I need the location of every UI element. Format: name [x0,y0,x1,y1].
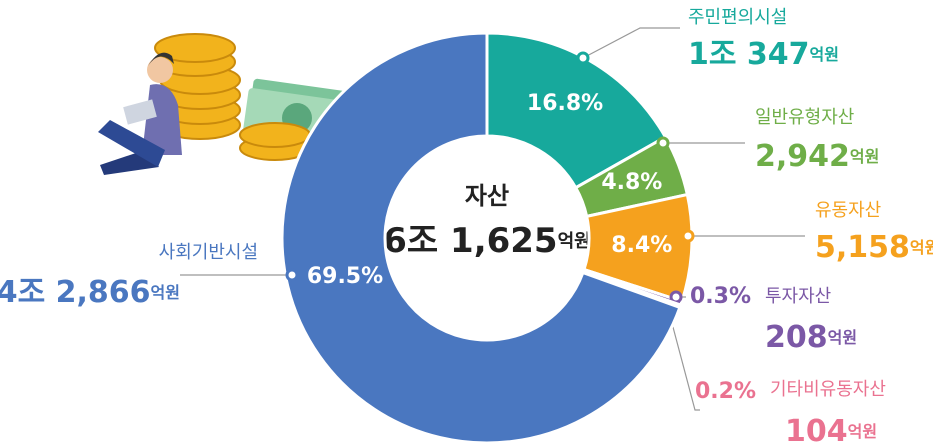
amount-label: 5,158억원 [815,230,933,265]
amount-label: 4조 2,866억원 [0,275,180,310]
leader-line [668,311,700,411]
amount-unit: 억원 [850,147,879,166]
category-label: 주민편의시설 [688,7,787,28]
center-amount: 6조 1,625 [383,221,557,261]
illustration [98,33,358,175]
leader-dot [656,136,670,150]
amount-label: 104억원 [785,414,877,445]
leader-dot [576,51,590,65]
category-label: 기타비유동자산 [770,379,886,400]
amount-value: 208 [765,320,828,355]
leader-dot [669,290,683,304]
amount-unit: 억원 [828,328,857,347]
value-label: 4.8% [601,170,662,195]
amount-value: 2,942 [755,139,850,174]
pie-segment [485,31,668,190]
category-label: 유동자산 [815,200,881,221]
category-label: 일반유형자산 [755,107,854,128]
leader-line [582,27,680,59]
amount-value: 104 [785,414,848,445]
pie-segment [280,31,682,445]
leader-dot [681,229,695,243]
amount-label: 1조 347억원 [688,37,839,72]
category-label: 투자자산 [765,286,831,307]
value-label: 69.5% [307,264,383,289]
amount-value: 4조 2,866 [0,275,151,310]
center-unit: 억원 [558,231,591,252]
value-label: 0.2% [695,379,756,404]
category-label: 사회기반시설 [159,242,258,263]
center-total: 6조 1,625억원 [383,221,590,261]
value-label: 8.4% [611,233,672,258]
amount-label: 208억원 [765,320,857,355]
leader-dot [285,268,299,282]
amount-label: 2,942억원 [755,139,879,174]
amount-value: 5,158 [815,230,910,265]
amount-unit: 억원 [910,238,933,257]
amount-unit: 억원 [848,422,877,441]
value-label: 0.3% [690,284,751,309]
amount-value: 1조 347 [688,37,810,72]
amount-unit: 억원 [810,45,839,64]
value-label: 16.8% [527,91,603,116]
center-label: 자산 [465,182,509,210]
amount-unit: 억원 [151,283,180,302]
